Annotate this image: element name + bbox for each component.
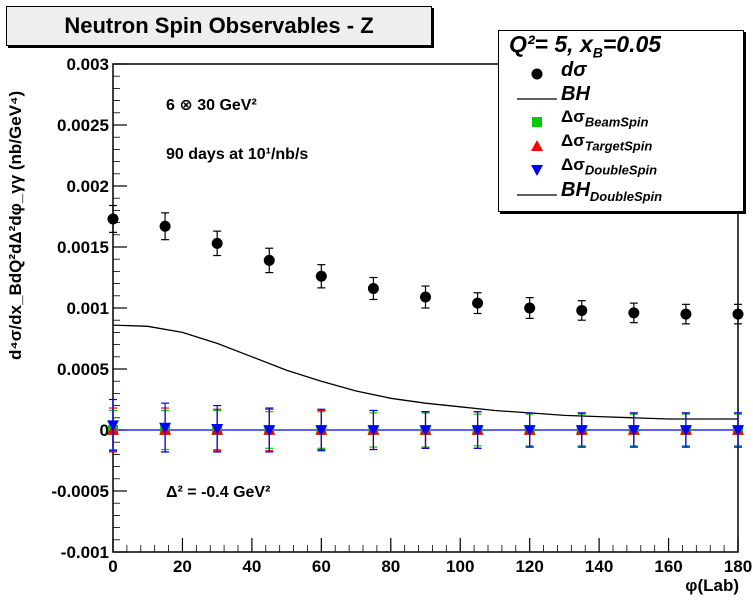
data-point bbox=[315, 425, 328, 436]
data-point bbox=[159, 220, 171, 232]
data-point bbox=[159, 422, 172, 434]
y-tick-label: 0.003 bbox=[66, 55, 109, 74]
axis-ticks: -0.001 -0.0005 0 0.0005 0.001 0.0015 0.002 0.00… bbox=[51, 55, 752, 576]
legend-item: ΔσBeamSpin bbox=[499, 107, 743, 131]
legend-item: ΔσDoubleSpin bbox=[499, 155, 743, 179]
chart-title: Neutron Spin Observables - Z bbox=[6, 6, 432, 46]
x-tick-label: 180 bbox=[724, 557, 752, 576]
runtime-annotation: 90 days at 10¹/nb/s bbox=[166, 146, 309, 163]
data-point bbox=[732, 425, 744, 436]
data-point bbox=[732, 308, 744, 320]
x-axis-label: φ(Lab) bbox=[685, 576, 739, 595]
data-point bbox=[367, 282, 379, 294]
y-tick-label: 0.0015 bbox=[57, 238, 109, 257]
legend-item: BH bbox=[499, 83, 743, 107]
data-point bbox=[471, 425, 484, 436]
data-point bbox=[627, 425, 640, 436]
legend-header: Q²= 5, xB=0.05 bbox=[509, 31, 661, 61]
legend-symbol bbox=[531, 140, 543, 151]
x-tick-label: 100 bbox=[446, 557, 474, 576]
points-layer bbox=[107, 204, 744, 453]
legend-header-tail: =0.05 bbox=[602, 31, 662, 57]
x-tick-label: 80 bbox=[381, 557, 400, 576]
data-point bbox=[576, 304, 588, 316]
legend-symbol bbox=[532, 117, 542, 127]
legend-label: ΔσTargetSpin bbox=[561, 131, 653, 154]
legend-label: ΔσDoubleSpin bbox=[561, 155, 658, 178]
delta-annotation: Δ² = -0.4 GeV² bbox=[166, 484, 271, 501]
legend-item: ΔσTargetSpin bbox=[499, 131, 743, 155]
legend-header-sub: B bbox=[592, 44, 603, 61]
legend-symbol bbox=[531, 165, 543, 176]
data-point bbox=[367, 425, 380, 436]
x-tick-label: 140 bbox=[585, 557, 613, 576]
data-point bbox=[628, 307, 640, 319]
y-tick-label: 0.002 bbox=[66, 177, 109, 196]
data-point bbox=[211, 237, 223, 249]
x-tick-label: 60 bbox=[312, 557, 331, 576]
x-tick-label: 20 bbox=[173, 557, 192, 576]
legend-item: BHDoubleSpin bbox=[499, 179, 743, 204]
data-point bbox=[680, 308, 692, 320]
data-point bbox=[263, 254, 275, 266]
legend-symbol bbox=[531, 68, 543, 80]
y-axis-label: d⁴σ/dx_BdQ²dΔ²dφ_γγ (nb/GeV⁴) bbox=[6, 90, 25, 360]
curve-BH bbox=[112, 324, 738, 420]
data-point bbox=[420, 291, 431, 303]
data-point bbox=[524, 302, 536, 314]
y-tick-label: -0.0005 bbox=[51, 482, 109, 501]
y-tick-label: 0 bbox=[100, 421, 109, 440]
data-point bbox=[419, 425, 432, 436]
data-point bbox=[107, 420, 119, 432]
legend: Q²= 5, xB=0.05 dσ BH ΔσBeamSpin ΔσTargetSpi… bbox=[498, 30, 744, 212]
data-point bbox=[263, 425, 276, 436]
y-tick-label: -0.001 bbox=[61, 543, 109, 562]
y-tick-label: 0.0005 bbox=[57, 360, 109, 379]
legend-label: dσ bbox=[561, 59, 587, 81]
x-tick-label: 160 bbox=[654, 557, 682, 576]
legend-item: dσ bbox=[499, 59, 743, 83]
data-point bbox=[315, 270, 327, 282]
legend-header-q2: Q²= 5, x bbox=[509, 31, 593, 57]
legend-label: ΔσBeamSpin bbox=[561, 107, 649, 130]
x-tick-label: 120 bbox=[515, 557, 543, 576]
legend-label: BHDoubleSpin bbox=[561, 179, 663, 204]
legend-label: BH bbox=[561, 83, 590, 105]
x-tick-label: 0 bbox=[108, 557, 117, 576]
y-tick-label: 0.0025 bbox=[57, 116, 109, 135]
data-point bbox=[523, 425, 536, 436]
legend-symbol bbox=[517, 98, 557, 100]
x-tick-label: 40 bbox=[242, 557, 261, 576]
data-point bbox=[107, 213, 119, 225]
data-point bbox=[575, 425, 588, 436]
data-point bbox=[472, 297, 484, 309]
y-tick-label: 0.001 bbox=[66, 299, 109, 318]
legend-symbol bbox=[517, 194, 557, 196]
data-point bbox=[211, 423, 224, 435]
energy-annotation: 6 ⊗ 30 GeV² bbox=[166, 97, 257, 114]
data-point bbox=[679, 425, 692, 436]
